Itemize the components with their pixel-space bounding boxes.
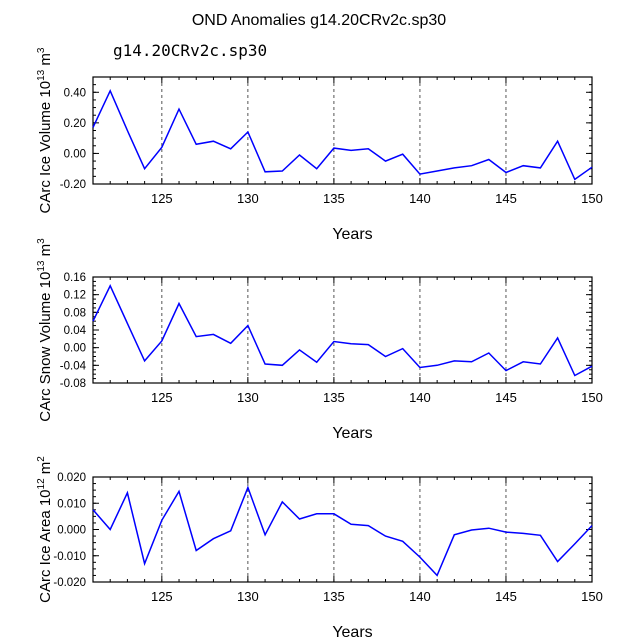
chart-panel-3: 125 130 135 140 145 150 -0.020 -0.010 0.000 0.010… bbox=[36, 456, 603, 638]
y-axis-label: CArc Ice Volume 1013 m3 bbox=[36, 47, 54, 213]
y-tick-label: 0.010 bbox=[57, 498, 86, 510]
x-tick-label: 125 bbox=[151, 191, 173, 206]
x-tick-label: 130 bbox=[237, 589, 259, 604]
x-tick-label: 150 bbox=[581, 191, 603, 206]
chart-panel-1: 125 130 135 140 145 150 -0.20 0.00 0.20 0.40 Years… bbox=[36, 47, 603, 243]
y-tick-label: -0.08 bbox=[60, 378, 86, 390]
series-line bbox=[92, 284, 593, 377]
y-tick-label: 0.12 bbox=[64, 290, 86, 302]
series-line bbox=[92, 88, 593, 181]
figure-subtitle: g14.20CRv2c.sp30 bbox=[113, 41, 267, 60]
x-tick-label: 140 bbox=[409, 390, 431, 405]
y-tick-label: 0.16 bbox=[64, 272, 86, 284]
x-tick-label: 140 bbox=[409, 589, 431, 604]
y-tick-label: 0.020 bbox=[57, 472, 86, 484]
x-tick-label: 125 bbox=[151, 390, 173, 405]
y-tick-label: 0.04 bbox=[64, 325, 87, 337]
x-tick-label: 135 bbox=[323, 589, 345, 604]
x-tick-label: 130 bbox=[237, 390, 259, 405]
x-tick-label: 140 bbox=[409, 191, 431, 206]
x-axis-label: Years bbox=[332, 425, 372, 442]
x-axis-label: Years bbox=[332, 226, 372, 243]
plot-frame bbox=[92, 276, 593, 384]
y-tick-label: 0.00 bbox=[64, 148, 86, 160]
y-tick-label: -0.20 bbox=[60, 179, 86, 191]
x-tick-label: 130 bbox=[237, 191, 259, 206]
x-tick-label: 145 bbox=[495, 589, 517, 604]
x-tick-label: 145 bbox=[495, 390, 517, 405]
x-tick-label: 150 bbox=[581, 390, 603, 405]
x-tick-label: 125 bbox=[151, 589, 173, 604]
y-tick-label: 0.08 bbox=[64, 307, 86, 319]
x-tick-label: 135 bbox=[323, 390, 345, 405]
y-tick-label: 0.20 bbox=[64, 118, 86, 130]
y-tick-label: 0.40 bbox=[64, 87, 86, 99]
x-tick-label: 150 bbox=[581, 589, 603, 604]
x-tick-label: 145 bbox=[495, 191, 517, 206]
y-tick-label: 0.00 bbox=[64, 343, 86, 355]
x-tick-label: 135 bbox=[323, 191, 345, 206]
y-tick-label: -0.04 bbox=[60, 360, 87, 372]
y-axis-label: CArc Ice Area 1012 m2 bbox=[36, 456, 54, 603]
y-tick-label: -0.020 bbox=[53, 577, 86, 589]
series-line bbox=[92, 485, 593, 577]
figure-title: OND Anomalies g14.20CRv2c.sp30 bbox=[192, 12, 446, 29]
chart-panel-2: 125 130 135 140 145 150 -0.08 -0.04 0.00 0.04 0.08… bbox=[36, 238, 603, 442]
y-tick-label: -0.010 bbox=[53, 551, 86, 563]
y-axis-label: CArc Snow Volume 1013 m3 bbox=[36, 238, 54, 422]
plot-frame bbox=[92, 476, 593, 583]
x-axis-label: Years bbox=[332, 624, 372, 638]
y-tick-label: 0.000 bbox=[57, 525, 86, 537]
